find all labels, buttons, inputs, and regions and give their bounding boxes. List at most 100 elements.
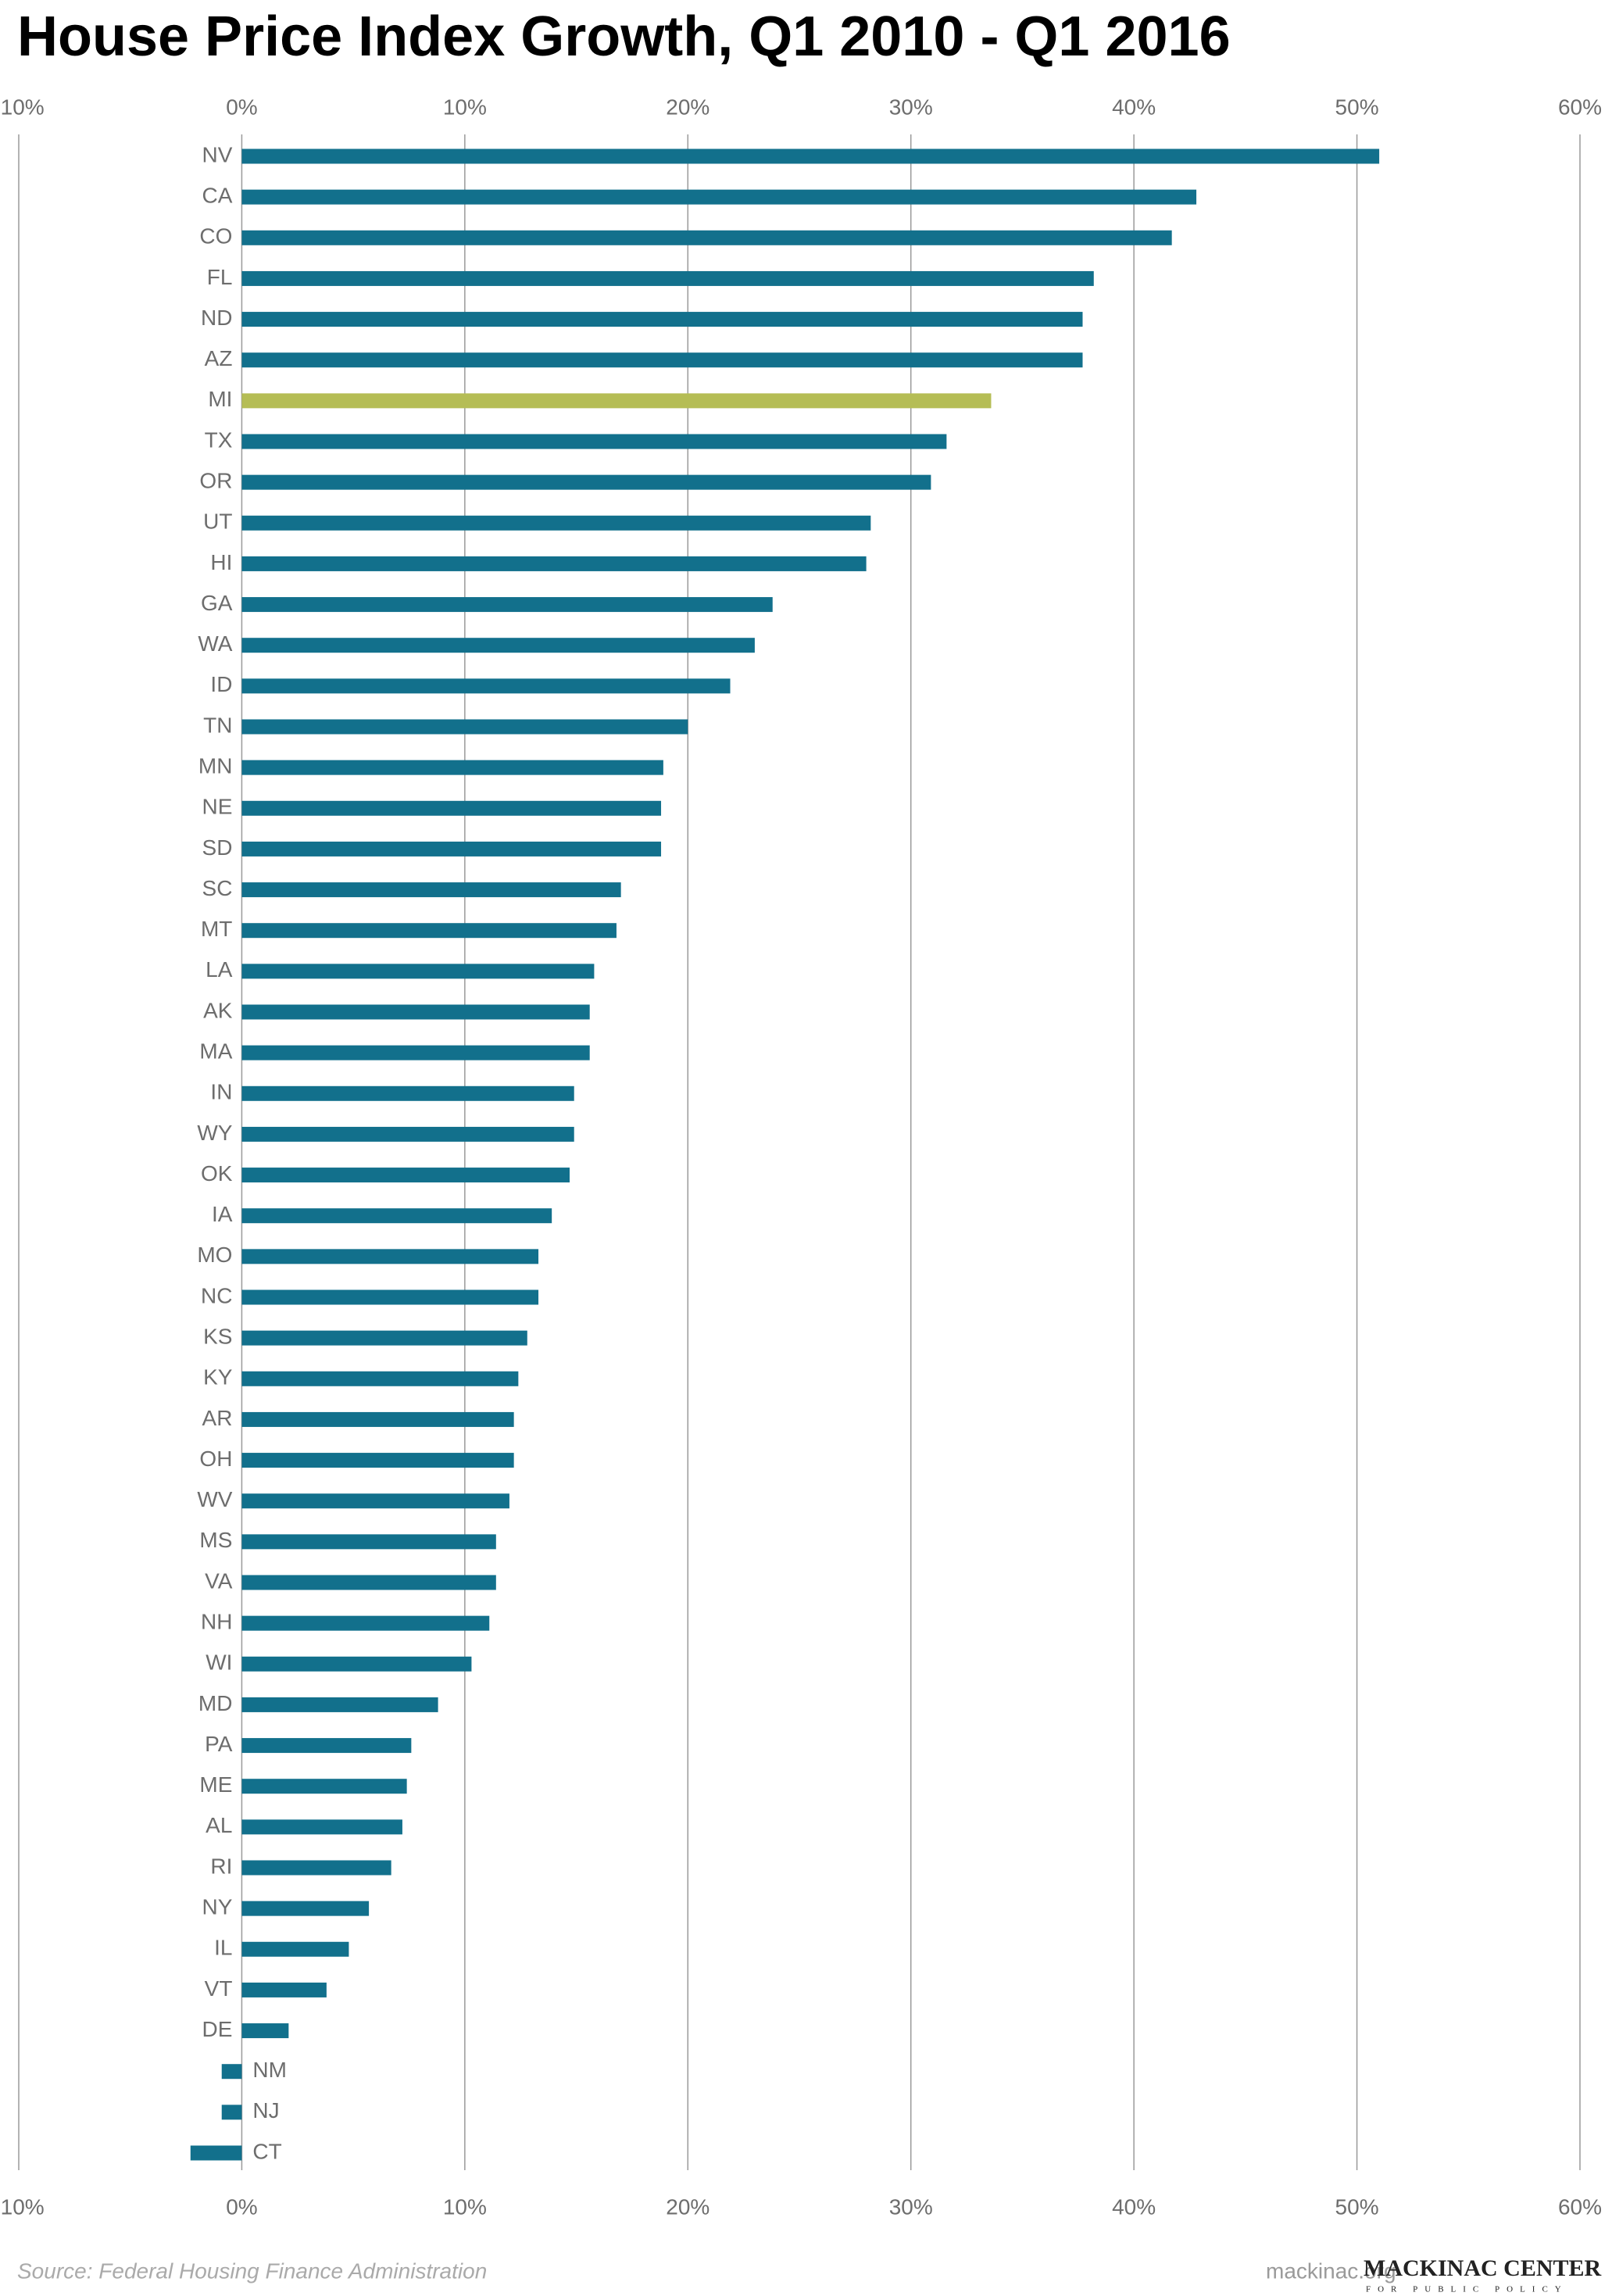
- x-tick-label-bottom: 0%: [226, 2194, 257, 2219]
- x-tick-label-top: 60%: [1558, 95, 1602, 119]
- bar: [241, 1615, 490, 1631]
- y-tick-label: VA: [205, 1568, 233, 1593]
- bar: [241, 1249, 539, 1264]
- bar: [241, 556, 867, 571]
- x-tick-label-top: 10%: [443, 95, 487, 119]
- bar: [241, 1168, 570, 1183]
- y-tick-label: ID: [210, 672, 232, 696]
- y-tick-label: WV: [197, 1487, 232, 1511]
- bar: [241, 1941, 349, 1957]
- y-tick-label: VT: [205, 1976, 233, 2001]
- y-tick-label: MI: [208, 387, 232, 411]
- y-tick-label: TN: [203, 713, 232, 737]
- bar: [241, 474, 931, 490]
- bar: [190, 2145, 242, 2161]
- bar: [221, 2064, 242, 2080]
- bar: [241, 1656, 472, 1672]
- bar: [241, 515, 871, 531]
- y-tick-label: RI: [210, 1854, 232, 1878]
- bar: [241, 1819, 402, 1835]
- bar: [241, 1085, 574, 1101]
- bar: [241, 800, 662, 816]
- bar: [241, 148, 1380, 164]
- y-tick-label: NJ: [252, 2098, 279, 2123]
- bar: [241, 2023, 289, 2039]
- x-tick-label-bottom: -10%: [0, 2194, 45, 2219]
- bar: [241, 230, 1172, 245]
- x-tick-label-top: -10%: [0, 95, 45, 119]
- x-tick-label-top: 30%: [889, 95, 933, 119]
- x-tick-label-bottom: 10%: [443, 2194, 487, 2219]
- y-tick-label: IN: [210, 1080, 232, 1104]
- y-tick-label: IL: [214, 1936, 232, 1960]
- y-tick-label: MN: [198, 754, 233, 778]
- x-tick-label-top: 50%: [1335, 95, 1379, 119]
- chart-title: House Price Index Growth, Q1 2010 - Q1 2…: [17, 5, 1231, 68]
- bar: [241, 760, 663, 775]
- y-tick-label: KS: [203, 1325, 232, 1349]
- y-tick-label: GA: [201, 591, 233, 615]
- y-tick-label: UT: [203, 510, 232, 534]
- y-tick-label: NE: [202, 795, 233, 819]
- bar: [241, 597, 773, 613]
- bar: [241, 434, 947, 449]
- x-tick-label-top: 40%: [1112, 95, 1156, 119]
- y-tick-label: HI: [210, 550, 232, 574]
- source-note: Source: Federal Housing Finance Administ…: [17, 2258, 487, 2283]
- bar: [241, 1575, 496, 1590]
- bar: [241, 1330, 527, 1346]
- y-tick-label: ME: [199, 1772, 232, 1797]
- bar: [241, 1697, 438, 1712]
- y-tick-label: PA: [205, 1732, 233, 1756]
- y-tick-label: AZ: [205, 346, 233, 370]
- bar: [241, 1208, 552, 1224]
- y-tick-label: MD: [198, 1691, 233, 1715]
- bar: [241, 352, 1083, 368]
- y-tick-label: AR: [202, 1406, 233, 1430]
- bar: [241, 1289, 539, 1305]
- y-tick-label: NM: [252, 2058, 287, 2082]
- bar: [241, 882, 621, 898]
- bar: [241, 270, 1094, 286]
- bar: [241, 1004, 590, 1020]
- y-tick-label: WA: [198, 631, 232, 656]
- y-tick-label: CT: [252, 2139, 281, 2163]
- bar: [241, 312, 1083, 327]
- bar: [241, 964, 595, 979]
- x-tick-label-bottom: 50%: [1335, 2194, 1379, 2219]
- y-tick-label: OK: [201, 1161, 233, 1186]
- bar: [241, 923, 617, 939]
- y-tick-label: NY: [202, 1895, 233, 1919]
- bar: [221, 2105, 242, 2120]
- y-tick-label: KY: [203, 1365, 233, 1389]
- bar: [241, 1493, 509, 1509]
- y-tick-label: SC: [202, 876, 233, 900]
- logo-tagline: FOR PUBLIC POLICY: [1366, 2285, 1568, 2294]
- x-tick-label-bottom: 20%: [666, 2194, 709, 2219]
- bar: [241, 1982, 327, 1997]
- y-tick-label: SD: [202, 835, 233, 860]
- y-tick-label: TX: [205, 427, 233, 452]
- x-tick-label-bottom: 30%: [889, 2194, 933, 2219]
- bar: [241, 1371, 519, 1386]
- x-tick-label-top: 20%: [666, 95, 709, 119]
- bar: [241, 638, 755, 653]
- bar: [241, 1534, 496, 1550]
- y-tick-label: CO: [199, 224, 232, 249]
- site-link: mackinac.org: [1266, 2258, 1396, 2283]
- y-tick-label: NH: [201, 1610, 232, 1634]
- bar: [241, 1411, 514, 1427]
- y-tick-label: MS: [199, 1528, 232, 1552]
- x-tick-label-bottom: 60%: [1558, 2194, 1602, 2219]
- y-tick-label: IA: [212, 1202, 233, 1226]
- y-tick-label: AK: [203, 998, 233, 1022]
- bar: [241, 678, 731, 694]
- x-tick-label-bottom: 40%: [1112, 2194, 1156, 2219]
- y-tick-label: MA: [199, 1039, 232, 1064]
- y-tick-label: MT: [201, 917, 232, 941]
- y-tick-label: MO: [197, 1243, 232, 1267]
- y-tick-label: WY: [197, 1121, 232, 1145]
- y-tick-label: NV: [202, 142, 233, 166]
- bar: [241, 1045, 590, 1060]
